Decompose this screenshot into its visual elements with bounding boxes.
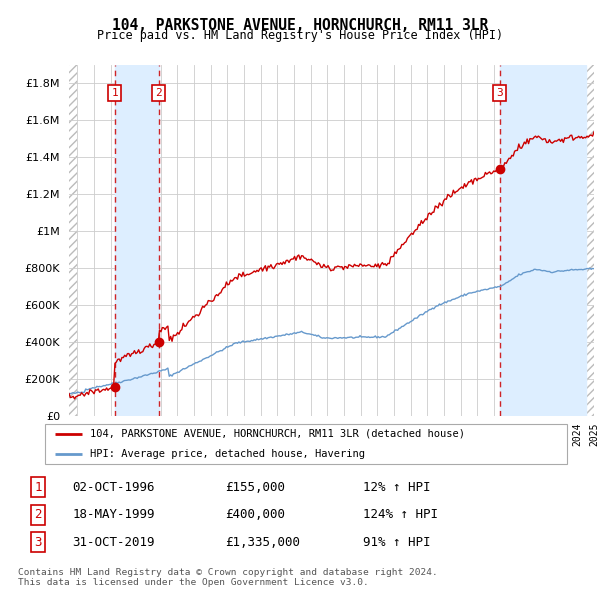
Text: HPI: Average price, detached house, Havering: HPI: Average price, detached house, Have… bbox=[89, 449, 365, 459]
Text: 2: 2 bbox=[155, 88, 162, 98]
Text: 91% ↑ HPI: 91% ↑ HPI bbox=[364, 536, 431, 549]
Text: Contains HM Land Registry data © Crown copyright and database right 2024.: Contains HM Land Registry data © Crown c… bbox=[18, 568, 438, 576]
Text: 31-OCT-2019: 31-OCT-2019 bbox=[73, 536, 155, 549]
Text: 104, PARKSTONE AVENUE, HORNCHURCH, RM11 3LR: 104, PARKSTONE AVENUE, HORNCHURCH, RM11 … bbox=[112, 18, 488, 32]
Text: £400,000: £400,000 bbox=[225, 508, 285, 522]
Bar bbox=[499, 65, 586, 416]
Text: 1: 1 bbox=[34, 481, 41, 494]
Text: 2: 2 bbox=[34, 508, 41, 522]
Text: 18-MAY-1999: 18-MAY-1999 bbox=[73, 508, 155, 522]
Text: 1: 1 bbox=[112, 88, 118, 98]
Text: 124% ↑ HPI: 124% ↑ HPI bbox=[364, 508, 439, 522]
Text: £155,000: £155,000 bbox=[225, 481, 285, 494]
Text: This data is licensed under the Open Government Licence v3.0.: This data is licensed under the Open Gov… bbox=[18, 578, 369, 587]
Text: 3: 3 bbox=[34, 536, 41, 549]
Text: 3: 3 bbox=[496, 88, 503, 98]
Text: £1,335,000: £1,335,000 bbox=[225, 536, 300, 549]
Text: Price paid vs. HM Land Registry's House Price Index (HPI): Price paid vs. HM Land Registry's House … bbox=[97, 30, 503, 42]
Text: 12% ↑ HPI: 12% ↑ HPI bbox=[364, 481, 431, 494]
Text: 02-OCT-1996: 02-OCT-1996 bbox=[73, 481, 155, 494]
Bar bbox=[115, 65, 158, 416]
Text: 104, PARKSTONE AVENUE, HORNCHURCH, RM11 3LR (detached house): 104, PARKSTONE AVENUE, HORNCHURCH, RM11 … bbox=[89, 429, 464, 439]
FancyBboxPatch shape bbox=[44, 424, 568, 464]
